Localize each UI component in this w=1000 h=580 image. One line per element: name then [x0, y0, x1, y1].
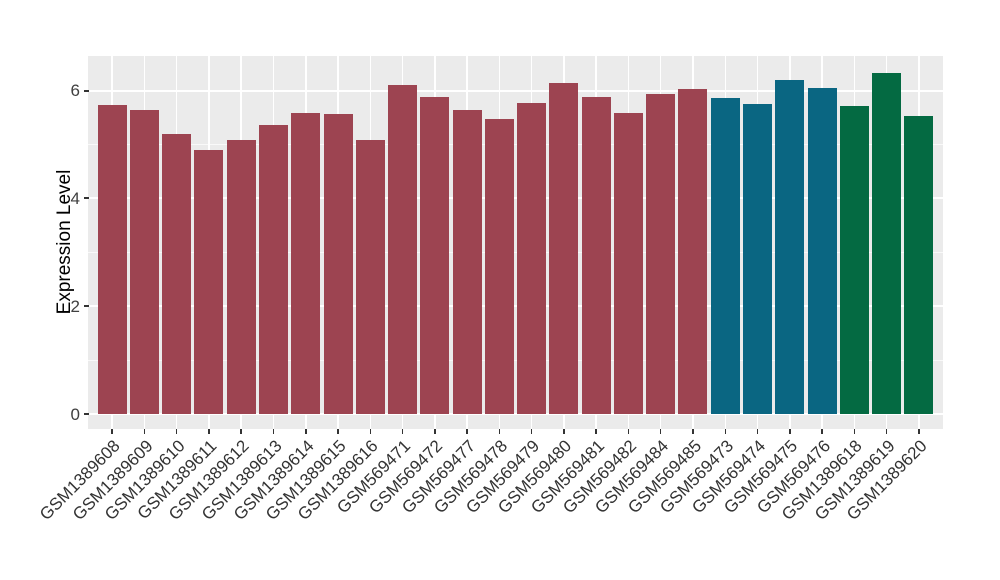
y-tick-label: 6 [70, 81, 80, 101]
bar-GSM569471 [388, 85, 418, 414]
y-tick-mark [84, 197, 89, 200]
x-tick-mark [466, 428, 468, 434]
gridline-y-minor [88, 144, 943, 145]
plot-panel [88, 56, 943, 429]
x-tick-mark [369, 428, 372, 434]
bar-GSM1389609 [129, 110, 159, 414]
x-tick-mark [853, 428, 856, 434]
x-tick-mark [272, 428, 275, 434]
bar-GSM1389610 [162, 133, 192, 414]
bar-GSM569481 [581, 97, 611, 414]
gridline-y-major [88, 305, 943, 308]
bar-GSM569477 [452, 110, 482, 414]
x-tick-mark [724, 428, 726, 434]
x-tick-mark [175, 428, 178, 434]
bar-GSM1389612 [226, 139, 256, 414]
bar-GSM1389608 [97, 104, 127, 414]
bar-GSM1389615 [323, 113, 353, 414]
x-tick-mark [305, 428, 307, 434]
x-tick-mark [692, 428, 694, 434]
bar-GSM569474 [743, 104, 773, 414]
bar-GSM569480 [549, 83, 579, 414]
bar-GSM1389611 [194, 149, 224, 414]
y-tick-label: 2 [70, 296, 80, 316]
x-tick-mark [756, 428, 759, 434]
x-tick-mark [434, 428, 436, 434]
bar-GSM569476 [807, 88, 837, 414]
y-tick-label: 0 [70, 404, 80, 424]
x-tick-mark [337, 428, 339, 434]
x-tick-mark [885, 428, 888, 434]
bar-GSM1389620 [904, 116, 934, 414]
y-tick-mark [84, 413, 89, 415]
bar-GSM1389614 [291, 113, 321, 414]
bar-GSM1389619 [872, 73, 902, 414]
bar-GSM569472 [420, 97, 450, 414]
y-tick-label: 4 [70, 188, 80, 208]
gridline-y-minor [88, 251, 943, 253]
x-tick-mark [627, 428, 630, 434]
x-tick-mark [595, 428, 597, 434]
x-tick-mark [240, 428, 242, 434]
bar-GSM569485 [678, 88, 708, 414]
x-tick-mark [111, 428, 113, 434]
bar-GSM1389616 [355, 139, 385, 414]
bar-GSM569479 [517, 103, 547, 414]
x-tick-mark [401, 428, 404, 434]
gridline-y-major [88, 413, 943, 415]
bar-GSM569484 [646, 94, 676, 414]
x-tick-mark [789, 428, 791, 434]
x-tick-mark [498, 428, 501, 434]
x-tick-mark [659, 428, 662, 434]
y-tick-mark [84, 89, 89, 92]
x-tick-mark [918, 428, 920, 434]
gridline-y-major [88, 197, 943, 200]
bar-GSM569478 [484, 118, 514, 414]
x-tick-mark [143, 428, 146, 434]
bar-GSM1389618 [839, 105, 869, 414]
x-tick-mark [208, 428, 210, 434]
bar-GSM569475 [775, 79, 805, 414]
bar-GSM569482 [613, 113, 643, 414]
bar-GSM1389613 [258, 124, 288, 414]
gridline-y-major [88, 89, 943, 92]
gridline-y-minor [88, 359, 943, 361]
x-tick-mark [530, 428, 533, 434]
x-tick-mark [821, 428, 823, 434]
y-tick-mark [84, 305, 89, 308]
bar-GSM569473 [710, 98, 740, 414]
x-tick-mark [563, 428, 565, 434]
